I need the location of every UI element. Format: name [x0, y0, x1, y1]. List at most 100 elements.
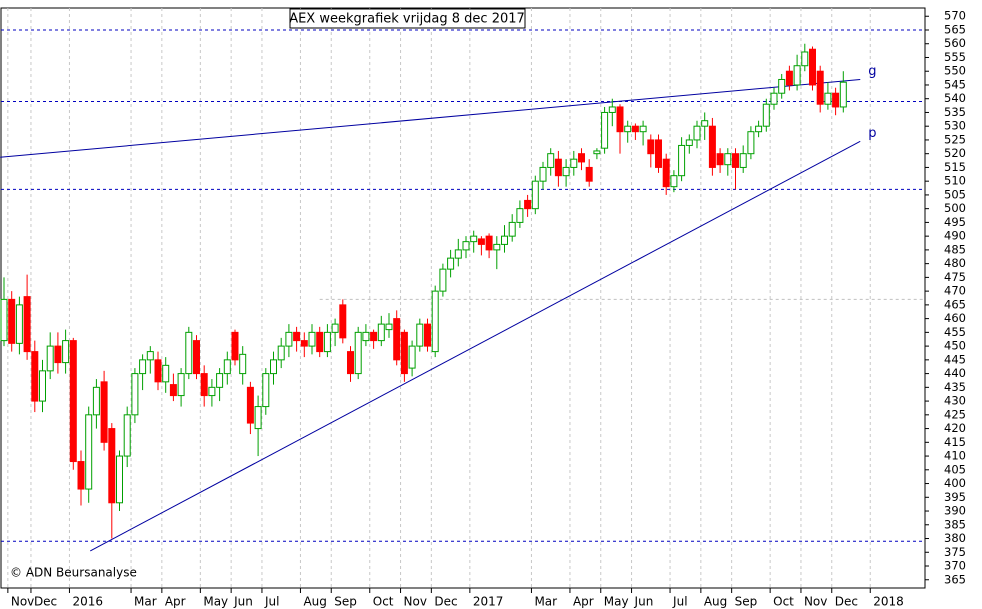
candle-body — [824, 92, 832, 105]
candle-body — [23, 296, 31, 353]
x-tick-label: Sep — [735, 595, 758, 609]
candle-body — [393, 318, 401, 361]
y-tick-label: 470 — [944, 284, 966, 298]
y-tick-label: 460 — [944, 311, 966, 325]
candle-body — [447, 257, 455, 270]
candle-body — [708, 125, 716, 168]
x-tick-label: Aug — [704, 595, 727, 609]
candle-body — [370, 331, 378, 342]
y-tick-label: 525 — [944, 132, 966, 146]
candle-body — [208, 386, 216, 397]
candle-body — [31, 351, 39, 402]
y-tick-label: 500 — [944, 201, 966, 215]
candle-body — [100, 381, 108, 443]
candle-body — [470, 235, 478, 243]
y-tick-label: 490 — [944, 229, 966, 243]
candle-body — [331, 323, 339, 333]
candle-body — [747, 131, 755, 155]
y-tick-label: 380 — [944, 531, 966, 545]
candle-body — [116, 455, 123, 504]
x-tick-label: Nov — [404, 595, 427, 609]
candle-body — [655, 139, 662, 168]
y-tick-label: 425 — [944, 407, 966, 421]
candle-body — [69, 340, 77, 463]
y-tick-label: 550 — [944, 64, 966, 78]
y-tick-label: 545 — [944, 77, 966, 91]
y-tick-label: 370 — [944, 559, 966, 573]
x-tick-label: Nov — [804, 595, 827, 609]
candle-body — [15, 304, 23, 344]
candle-body — [424, 323, 431, 347]
chart-title: AEX weekgrafiek vrijdag 8 dec 2017 — [289, 12, 525, 27]
candle-body — [285, 331, 293, 347]
x-tick-label: Jun — [233, 595, 253, 609]
x-tick-label: Oct — [373, 595, 394, 609]
plot-border — [0, 7, 926, 589]
candle-body — [732, 153, 739, 168]
y-tick-label: 555 — [944, 50, 966, 64]
candle-body — [662, 158, 670, 188]
candle-body — [685, 139, 693, 146]
y-tick-label: 570 — [944, 9, 966, 23]
y-tick-label: 405 — [944, 462, 966, 476]
x-tick-label: Jun — [634, 595, 654, 609]
candle-body — [262, 373, 270, 408]
candle-body — [524, 199, 532, 210]
y-tick-label: 385 — [944, 517, 966, 531]
candle-body — [92, 386, 100, 416]
x-tick-label: Dec — [34, 595, 57, 609]
trendline-label: p — [868, 126, 876, 141]
x-tick-label: Apr — [165, 595, 186, 609]
candle-body — [716, 153, 724, 166]
y-tick-label: 430 — [944, 394, 966, 408]
candle-body — [631, 125, 639, 133]
trendline-label: g — [868, 64, 876, 79]
candle-body — [62, 340, 70, 364]
x-tick-label: 2016 — [72, 595, 103, 609]
x-tick-label: Mar — [534, 595, 557, 609]
candle-body — [85, 414, 93, 490]
candle-body — [400, 331, 408, 375]
y-tick-label: 435 — [944, 380, 966, 394]
y-tick-label: 535 — [944, 105, 966, 119]
candle-body — [46, 345, 54, 372]
candle-body — [539, 166, 547, 182]
y-tick-label: 560 — [944, 36, 966, 50]
candle-body — [531, 180, 539, 210]
candle-body — [177, 373, 185, 397]
x-tick-label: 2017 — [473, 595, 504, 609]
x-tick-label: Nov — [11, 595, 34, 609]
candle-body — [724, 153, 732, 166]
candle-body — [755, 125, 763, 133]
candle-body — [339, 304, 347, 339]
candle-body — [162, 364, 170, 383]
candle-body — [308, 331, 316, 347]
candle-body — [231, 331, 239, 361]
x-tick-label: Apr — [573, 595, 594, 609]
x-tick-label: Mar — [134, 595, 157, 609]
x-tick-label: Oct — [773, 595, 794, 609]
candle-body — [593, 150, 601, 155]
y-tick-label: 510 — [944, 174, 966, 188]
candle-body — [477, 238, 485, 245]
candle-body — [462, 241, 470, 251]
trendline — [90, 140, 861, 552]
candle-body — [839, 81, 847, 108]
candle-body — [270, 359, 277, 375]
candle-body — [193, 340, 200, 375]
candle-body — [439, 268, 447, 292]
candle-body — [678, 144, 686, 177]
plot: gp — [0, 8, 925, 588]
candle-body — [793, 65, 801, 86]
candle-body — [493, 243, 501, 251]
candle-body — [816, 70, 824, 105]
candle-body — [223, 359, 231, 375]
y-tick-label: 465 — [944, 297, 966, 311]
x-tick-label: Jul — [672, 595, 687, 609]
candle-body — [508, 221, 516, 237]
x-tick-label: May — [604, 595, 629, 609]
candle-body — [123, 414, 131, 457]
candle-body — [562, 166, 570, 177]
candle-body — [0, 298, 8, 342]
